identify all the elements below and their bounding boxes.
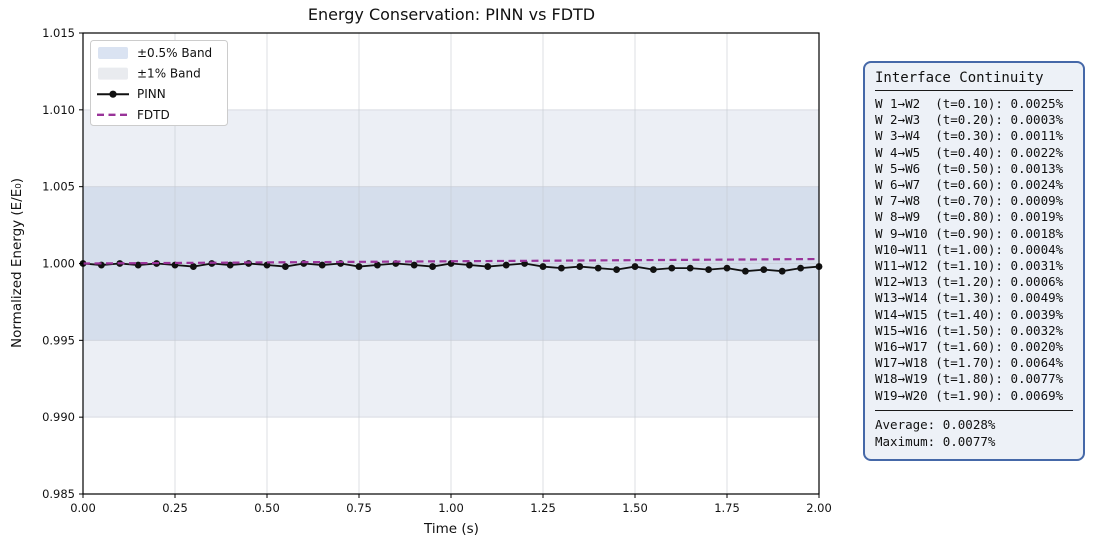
legend-band-half-icon <box>98 47 128 59</box>
panel-row: W 8→W9 (t=0.80): 0.0019% <box>875 209 1064 225</box>
x-tick-label: 1.25 <box>530 501 556 515</box>
x-tick-label: 1.50 <box>622 501 648 515</box>
pinn-marker <box>631 263 639 270</box>
y-tick-label: 1.005 <box>42 180 75 194</box>
pinn-marker <box>742 267 749 275</box>
pinn-marker <box>705 266 712 274</box>
panel-row: W18→W19 (t=1.80): 0.0077% <box>875 371 1064 387</box>
pinn-marker <box>466 261 473 269</box>
y-tick-label: 1.010 <box>42 103 75 117</box>
pinn-marker <box>190 263 197 270</box>
panel-separator-top <box>875 90 1073 91</box>
legend-label: ±0.5% Band <box>137 46 212 60</box>
pinn-marker <box>576 263 584 270</box>
panel-maximum: Maximum: 0.0077% <box>875 433 996 449</box>
panel-row: W 2→W3 (t=0.20): 0.0003% <box>875 112 1064 128</box>
pinn-marker <box>594 264 602 272</box>
pinn-marker <box>686 264 694 272</box>
pinn-marker <box>484 263 492 270</box>
x-tick-label: 0.75 <box>346 501 372 515</box>
pinn-marker <box>502 261 510 269</box>
panel-title: Interface Continuity <box>875 70 1044 86</box>
pinn-marker <box>613 266 620 274</box>
pinn-marker <box>558 264 565 272</box>
pinn-marker <box>723 264 731 272</box>
x-axis-label: Time (s) <box>424 521 479 537</box>
pinn-marker <box>282 263 289 270</box>
pinn-marker <box>374 261 381 269</box>
pinn-marker <box>318 261 326 269</box>
pinn-marker <box>797 264 804 272</box>
panel-row: W17→W18 (t=1.70): 0.0064% <box>875 355 1064 371</box>
panel-row: W 9→W10 (t=0.90): 0.0018% <box>875 225 1064 241</box>
legend-label: FDTD <box>137 108 170 122</box>
pinn-marker <box>539 263 547 270</box>
pinn-marker <box>760 266 768 274</box>
panel-row: W12→W13 (t=1.20): 0.0006% <box>875 274 1064 290</box>
panel-row: W 7→W8 (t=0.70): 0.0009% <box>875 193 1064 209</box>
panel-row: W 6→W7 (t=0.60): 0.0024% <box>875 177 1064 193</box>
pinn-marker <box>134 261 142 269</box>
chart-title: Energy Conservation: PINN vs FDTD <box>307 5 596 24</box>
x-tick-label: 1.00 <box>438 501 464 515</box>
pinn-marker <box>226 261 234 269</box>
y-tick-label: 0.995 <box>42 333 75 347</box>
pinn-marker <box>429 263 436 270</box>
x-tick-label: 2.00 <box>806 501 832 515</box>
panel-row: W11→W12 (t=1.10): 0.0031% <box>875 258 1064 274</box>
panel-row: W 4→W5 (t=0.40): 0.0022% <box>875 144 1064 160</box>
panel-row: W19→W20 (t=1.90): 0.0069% <box>875 387 1064 403</box>
panel-row: W16→W17 (t=1.60): 0.0020% <box>875 339 1064 355</box>
legend-label: PINN <box>137 87 166 101</box>
y-tick-label: 0.990 <box>42 410 75 424</box>
legend-box <box>90 40 228 126</box>
panel-average: Average: 0.0028% <box>875 416 996 432</box>
pinn-marker <box>668 264 676 272</box>
panel-row: W 1→W2 (t=0.10): 0.0025% <box>875 96 1064 111</box>
pinn-marker <box>650 266 657 274</box>
panel-row: W13→W14 (t=1.30): 0.0049% <box>875 290 1064 306</box>
panel-row: W 5→W6 (t=0.50): 0.0013% <box>875 160 1064 176</box>
y-tick-label: 1.015 <box>42 26 75 40</box>
y-tick-label: 1.000 <box>42 257 75 271</box>
legend: ±0.5% Band ±1% Band PINN FDTD <box>90 40 228 126</box>
pinn-marker <box>410 261 418 269</box>
legend-pinn-icon <box>109 90 117 98</box>
interface-continuity-panel: Interface Continuity W 1→W2 (t=0.10): 0.… <box>863 61 1085 461</box>
x-tick-label: 0.50 <box>254 501 280 515</box>
y-tick-label: 0.985 <box>42 487 75 501</box>
x-tick-label: 1.75 <box>714 501 740 515</box>
panel-row: W15→W16 (t=1.50): 0.0032% <box>875 322 1064 338</box>
fdtd-line <box>82 257 820 265</box>
panel-row: W10→W11 (t=1.00): 0.0004% <box>875 241 1064 257</box>
panel-rows: W 1→W2 (t=0.10): 0.0025% W 2→W3 (t=0.20):… <box>875 96 1073 404</box>
pinn-marker <box>355 263 363 270</box>
x-tick-label: 0.25 <box>162 501 188 515</box>
panel-separator-bottom <box>875 409 1073 411</box>
legend-band-one-icon <box>98 67 128 80</box>
pinn-marker <box>778 267 786 275</box>
panel-row: W 3→W4 (t=0.30): 0.0011% <box>875 128 1064 144</box>
panel-row: W14→W15 (t=1.40): 0.0039% <box>875 306 1064 322</box>
x-tick-label: 0.00 <box>70 501 96 515</box>
legend-label: ±1% Band <box>137 67 201 81</box>
